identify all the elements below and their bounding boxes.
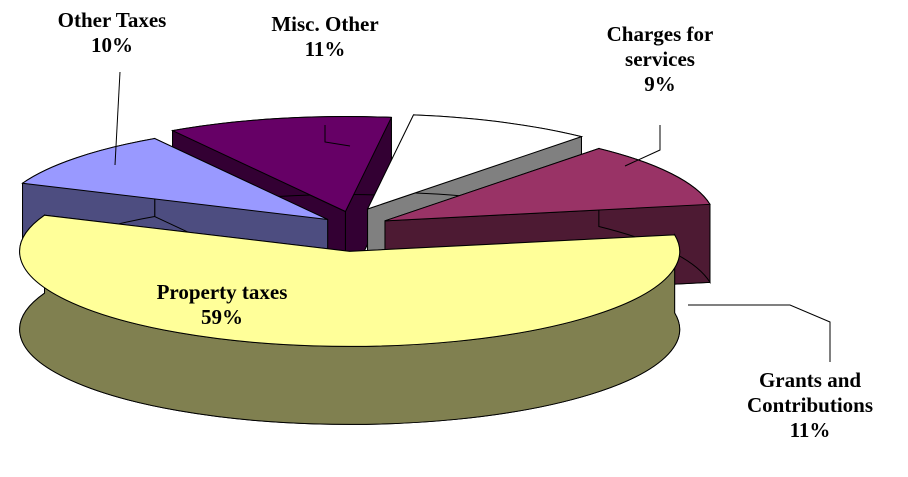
leader-line: [114, 71, 121, 166]
value-label: 11%: [304, 37, 346, 61]
slice-top: [384, 147, 711, 222]
category-label: Charges for services: [606, 22, 714, 71]
slice-label: Property taxes 59%: [122, 280, 322, 330]
slice-label: Other Taxes 10%: [22, 8, 202, 58]
category-label: Grants and Contributions: [746, 368, 874, 417]
category-label: Other Taxes: [57, 8, 167, 32]
value-label: 9%: [644, 72, 676, 96]
slice-label: Grants and Contributions 11%: [725, 368, 895, 443]
slice-top: [21, 138, 328, 220]
slice-label: Charges for services 9%: [570, 22, 750, 97]
slice-top: [170, 116, 393, 213]
value-label: 59%: [201, 305, 243, 329]
category-label: Misc. Other: [271, 12, 379, 36]
leader-line: [624, 125, 661, 167]
leader-line: [688, 304, 831, 362]
leader-line: [324, 125, 351, 147]
category-label: Property taxes: [156, 280, 288, 304]
slice-label: Misc. Other 11%: [270, 12, 380, 62]
slice: [19, 214, 681, 425]
slice-top: [366, 114, 584, 210]
value-label: 11%: [789, 418, 831, 442]
slice-top: [19, 214, 681, 347]
value-label: 10%: [91, 33, 133, 57]
